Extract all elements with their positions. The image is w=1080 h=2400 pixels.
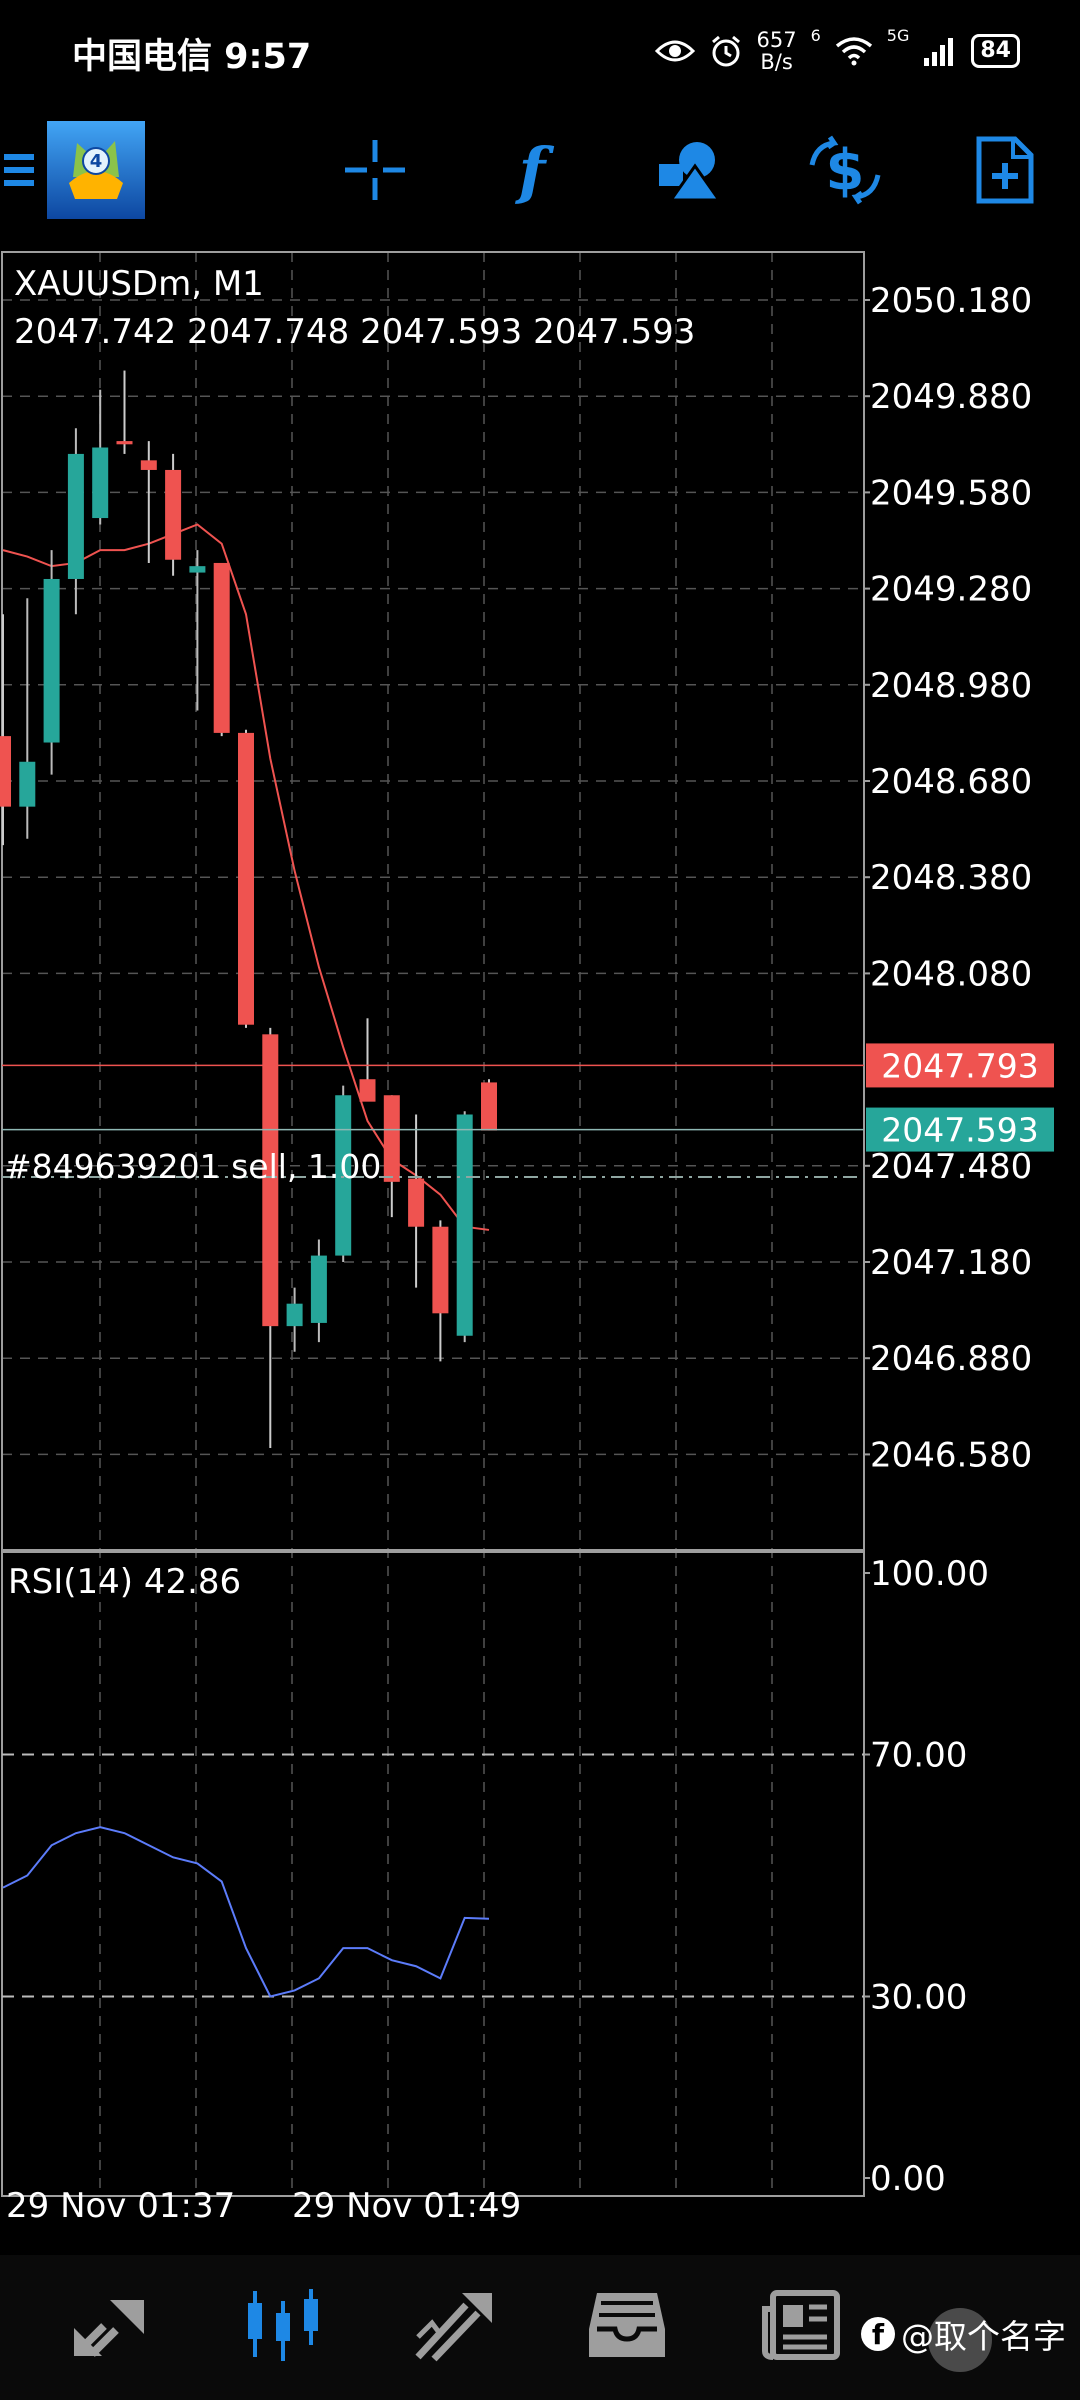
candle-body — [481, 1082, 497, 1131]
svg-text:f: f — [515, 134, 555, 206]
alarm-icon — [711, 35, 740, 67]
candle-body — [456, 1114, 473, 1336]
wifi-icon — [835, 37, 872, 66]
candle-body — [67, 453, 84, 579]
rsi-pane-frame — [1, 1551, 865, 2197]
nav-trade[interactable] — [400, 2275, 510, 2375]
candle-body — [310, 1255, 327, 1323]
status-bar: 中国电信 9:57 657 B/s 6 5G 84 — [0, 0, 1080, 105]
candle-body — [165, 469, 182, 560]
candle-body — [408, 1178, 425, 1227]
svg-text:$: $ — [826, 138, 865, 203]
toolbar: 4 f $ — [0, 110, 1080, 230]
price-tick-label: 2047.180 — [870, 1243, 1032, 1283]
price-tick-label: 2046.880 — [870, 1339, 1032, 1379]
candle-body — [286, 1303, 303, 1327]
candle-body — [213, 562, 230, 733]
objects-button[interactable] — [645, 110, 735, 230]
metatrader-logo: 4 — [47, 121, 145, 219]
ask-price-tag — [866, 1107, 1054, 1152]
price-tick-label: 2049.880 — [870, 377, 1032, 417]
candle-body — [262, 1034, 279, 1327]
price-tick-label: 2049.280 — [870, 570, 1032, 610]
svg-text:4: 4 — [90, 151, 103, 172]
price-tick-label: 2046.580 — [870, 1435, 1032, 1475]
candle-body — [140, 460, 157, 470]
watermark: f @取个名字 — [861, 2310, 1066, 2358]
menu-button[interactable] — [0, 110, 40, 230]
candle-body — [19, 761, 36, 807]
watermark-text: @取个名字 — [901, 2317, 1066, 2356]
candle-body — [238, 732, 254, 1025]
candle-body — [383, 1095, 400, 1182]
trade-nav-icon — [415, 2293, 492, 2362]
candle-body — [92, 447, 109, 519]
news-icon — [762, 2290, 840, 2360]
candle-body — [189, 566, 206, 573]
candle-body — [359, 1079, 376, 1102]
nav-quotes[interactable] — [55, 2275, 165, 2375]
price-chart[interactable]: 2050.180 2049.880 2049.580 2049.280 2048.980… — [0, 250, 1080, 2226]
chart-area[interactable]: 2050.180 2049.880 2049.580 2049.280 2048.980… — [0, 250, 1080, 2226]
status-icons: 657 B/s 6 5G 84 — [654, 26, 1020, 76]
time-axis-label: 29 Nov 01:49 — [292, 2186, 521, 2220]
trade-icon: $ — [809, 135, 881, 205]
history-icon — [589, 2293, 665, 2357]
new-order-icon — [976, 136, 1034, 204]
candle-body — [432, 1226, 449, 1314]
rsi-tick-label: 100.00 — [870, 1554, 989, 1594]
eye-icon — [654, 40, 695, 62]
nav-news[interactable] — [746, 2275, 856, 2375]
indicators-button[interactable]: f — [487, 110, 577, 230]
signal-label: 6 — [810, 26, 821, 45]
rsi-tick-label: 30.00 — [870, 1978, 967, 2018]
nav-history[interactable] — [572, 2275, 682, 2375]
price-tick-label: 2048.980 — [870, 666, 1032, 706]
more-icon — [928, 2308, 992, 2372]
candle-body — [116, 441, 133, 445]
function-icon: f — [515, 134, 555, 206]
nav-more[interactable] — [900, 2290, 1020, 2390]
rsi-tick-label: 70.00 — [870, 1736, 967, 1776]
chart-icon — [248, 2289, 318, 2361]
order-label[interactable]: #849639201 sell, 1.00 — [4, 1147, 381, 1186]
quotes-icon — [74, 2300, 144, 2357]
new-order-button[interactable] — [960, 110, 1050, 230]
rsi-tick-label: 0.00 — [870, 2159, 946, 2199]
signal-icon — [924, 38, 954, 66]
battery-icon: 84 — [971, 34, 1020, 68]
bid-price-label: 2047.793 — [881, 1046, 1038, 1085]
price-tick-label: 2048.680 — [870, 762, 1032, 802]
candle-body — [335, 1095, 352, 1256]
menu-icon — [4, 154, 34, 186]
price-tick-label: 2047.480 — [870, 1147, 1032, 1187]
price-pane-frame — [1, 251, 865, 1551]
moving-average-line — [2, 523, 490, 1231]
chart-ohlc: 2047.742 2047.748 2047.593 2047.593 — [14, 312, 695, 352]
price-tick-label: 2048.080 — [870, 954, 1032, 994]
net-speed: 657 B/s — [756, 28, 797, 74]
objects-icon — [659, 142, 722, 202]
chart-symbol-title: XAUUSDm, M1 — [14, 264, 264, 304]
time-axis-label: 29 Nov 01:37 — [6, 2186, 235, 2220]
ask-price-label: 2047.593 — [881, 1111, 1038, 1150]
app-logo-button[interactable]: 4 — [46, 110, 146, 230]
price-tick-label: 2050.180 — [870, 281, 1032, 321]
rsi-line — [2, 1826, 490, 1998]
bottom-nav: f @取个名字 — [0, 2255, 1080, 2400]
crosshair-button[interactable] — [330, 110, 420, 230]
status-time: 中国电信 9:57 — [72, 37, 312, 77]
network-type: 5G — [886, 26, 910, 45]
candle-body — [0, 736, 11, 807]
price-tick-label: 2048.380 — [870, 858, 1032, 898]
trade-button[interactable]: $ — [800, 110, 890, 230]
price-tick-label: 2049.580 — [870, 473, 1032, 513]
rsi-label: RSI(14) 42.86 — [8, 1562, 241, 1602]
crosshair-icon — [345, 140, 405, 200]
watermark-logo: f — [861, 2317, 895, 2351]
bid-price-tag — [866, 1043, 1054, 1088]
nav-chart[interactable] — [228, 2275, 338, 2375]
candle-body — [43, 578, 60, 743]
